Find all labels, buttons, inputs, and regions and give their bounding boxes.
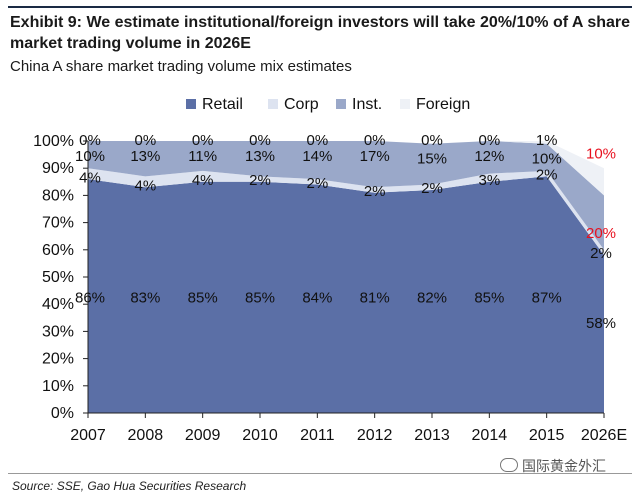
legend-item-retail: Retail <box>186 96 243 114</box>
legend-label-foreign: Foreign <box>416 96 471 113</box>
data-label-inst: 15% <box>417 151 447 168</box>
legend-item-corp: Corp <box>268 96 319 114</box>
data-label-inst: 20% <box>586 225 616 242</box>
data-label-corp: 4% <box>79 169 101 186</box>
data-label-retail: 87% <box>532 289 562 306</box>
watermark-text: 国际黄金外汇 <box>522 458 606 474</box>
data-label-corp: 3% <box>478 172 500 189</box>
data-label-foreign: 0% <box>306 132 328 149</box>
x-tick-label: 2015 <box>529 427 565 444</box>
data-label-foreign: 0% <box>421 132 443 149</box>
y-tick-label: 30% <box>42 323 74 340</box>
y-tick-label: 20% <box>42 351 74 368</box>
chart-title: Exhibit 9: We estimate institutional/for… <box>10 14 631 52</box>
area-corp <box>88 168 604 256</box>
legend-swatch-foreign <box>400 99 410 109</box>
data-label-corp: 2% <box>306 175 328 192</box>
area-foreign <box>88 141 604 196</box>
source-note: Source: SSE, Gao Hua Securities Research <box>12 479 247 493</box>
legend-item-inst: Inst. <box>336 96 382 114</box>
watermark: 国际黄金外汇 <box>500 456 606 476</box>
data-label-corp: 2% <box>249 172 271 189</box>
y-tick-label: 70% <box>42 215 74 232</box>
y-tick-label: 100% <box>33 133 74 150</box>
data-label-foreign: 0% <box>249 132 271 149</box>
legend-label-inst: Inst. <box>352 96 383 113</box>
y-tick-label: 60% <box>42 242 74 259</box>
data-label-inst: 13% <box>130 148 160 165</box>
data-label-corp: 4% <box>134 178 156 195</box>
data-label-retail: 85% <box>245 289 275 306</box>
legend-swatch-inst <box>336 99 346 109</box>
data-label-foreign: 1% <box>536 132 558 149</box>
header-rule <box>8 6 632 8</box>
area-inst <box>88 141 604 250</box>
y-tick-label: 10% <box>42 378 74 395</box>
data-label-foreign: 0% <box>478 132 500 149</box>
data-label-retail: 85% <box>188 289 218 306</box>
chart-subtitle: China A share market trading volume mix … <box>10 58 352 75</box>
data-label-inst: 10% <box>532 151 562 168</box>
data-label-retail: 81% <box>360 289 390 306</box>
y-tick-label: 50% <box>42 269 74 286</box>
area-retail <box>88 176 604 413</box>
x-tick-label: 2008 <box>128 427 164 444</box>
data-label-corp: 4% <box>192 172 214 189</box>
data-label-inst: 11% <box>188 148 217 165</box>
data-label-foreign: 10% <box>586 145 616 162</box>
legend-item-foreign: Foreign <box>400 96 470 114</box>
x-tick-label: 2012 <box>357 427 393 444</box>
x-tick-label: 2026E <box>581 427 627 444</box>
x-tick-label: 2010 <box>242 427 278 444</box>
legend-swatch-retail <box>186 99 196 109</box>
y-tick-label: 40% <box>42 296 74 313</box>
data-label-corp: 2% <box>536 167 558 184</box>
wechat-icon <box>500 458 518 472</box>
data-label-corp: 2% <box>364 183 386 200</box>
data-label-retail: 82% <box>417 289 447 306</box>
legend-label-corp: Corp <box>284 96 319 113</box>
legend-swatch-corp <box>268 99 278 109</box>
x-tick-label: 2011 <box>300 427 335 444</box>
y-tick-label: 90% <box>42 160 74 177</box>
x-tick-label: 2014 <box>472 427 508 444</box>
y-tick-label: 0% <box>51 405 74 422</box>
data-label-retail: 85% <box>474 289 504 306</box>
data-label-foreign: 0% <box>364 132 386 149</box>
data-label-corp: 2% <box>590 245 612 262</box>
legend: Retail Corp Inst. Foreign <box>0 96 640 116</box>
data-label-inst: 14% <box>302 148 332 165</box>
data-label-inst: 13% <box>245 148 275 165</box>
x-tick-label: 2013 <box>414 427 450 444</box>
data-label-inst: 12% <box>474 148 504 165</box>
data-label-retail: 83% <box>130 289 160 306</box>
y-tick-label: 80% <box>42 187 74 204</box>
data-label-retail: 86% <box>75 289 105 306</box>
data-label-inst: 17% <box>360 148 390 165</box>
data-label-corp: 2% <box>421 180 443 197</box>
x-tick-label: 2009 <box>185 427 221 444</box>
x-tick-label: 2007 <box>70 427 106 444</box>
footer-rule <box>8 473 632 474</box>
data-label-retail: 84% <box>302 289 332 306</box>
data-label-retail: 58% <box>586 315 616 332</box>
data-label-foreign: 0% <box>192 132 214 149</box>
legend-label-retail: Retail <box>202 96 243 113</box>
data-label-foreign: 0% <box>79 132 101 149</box>
data-label-foreign: 0% <box>134 132 156 149</box>
data-label-inst: 10% <box>75 148 105 165</box>
